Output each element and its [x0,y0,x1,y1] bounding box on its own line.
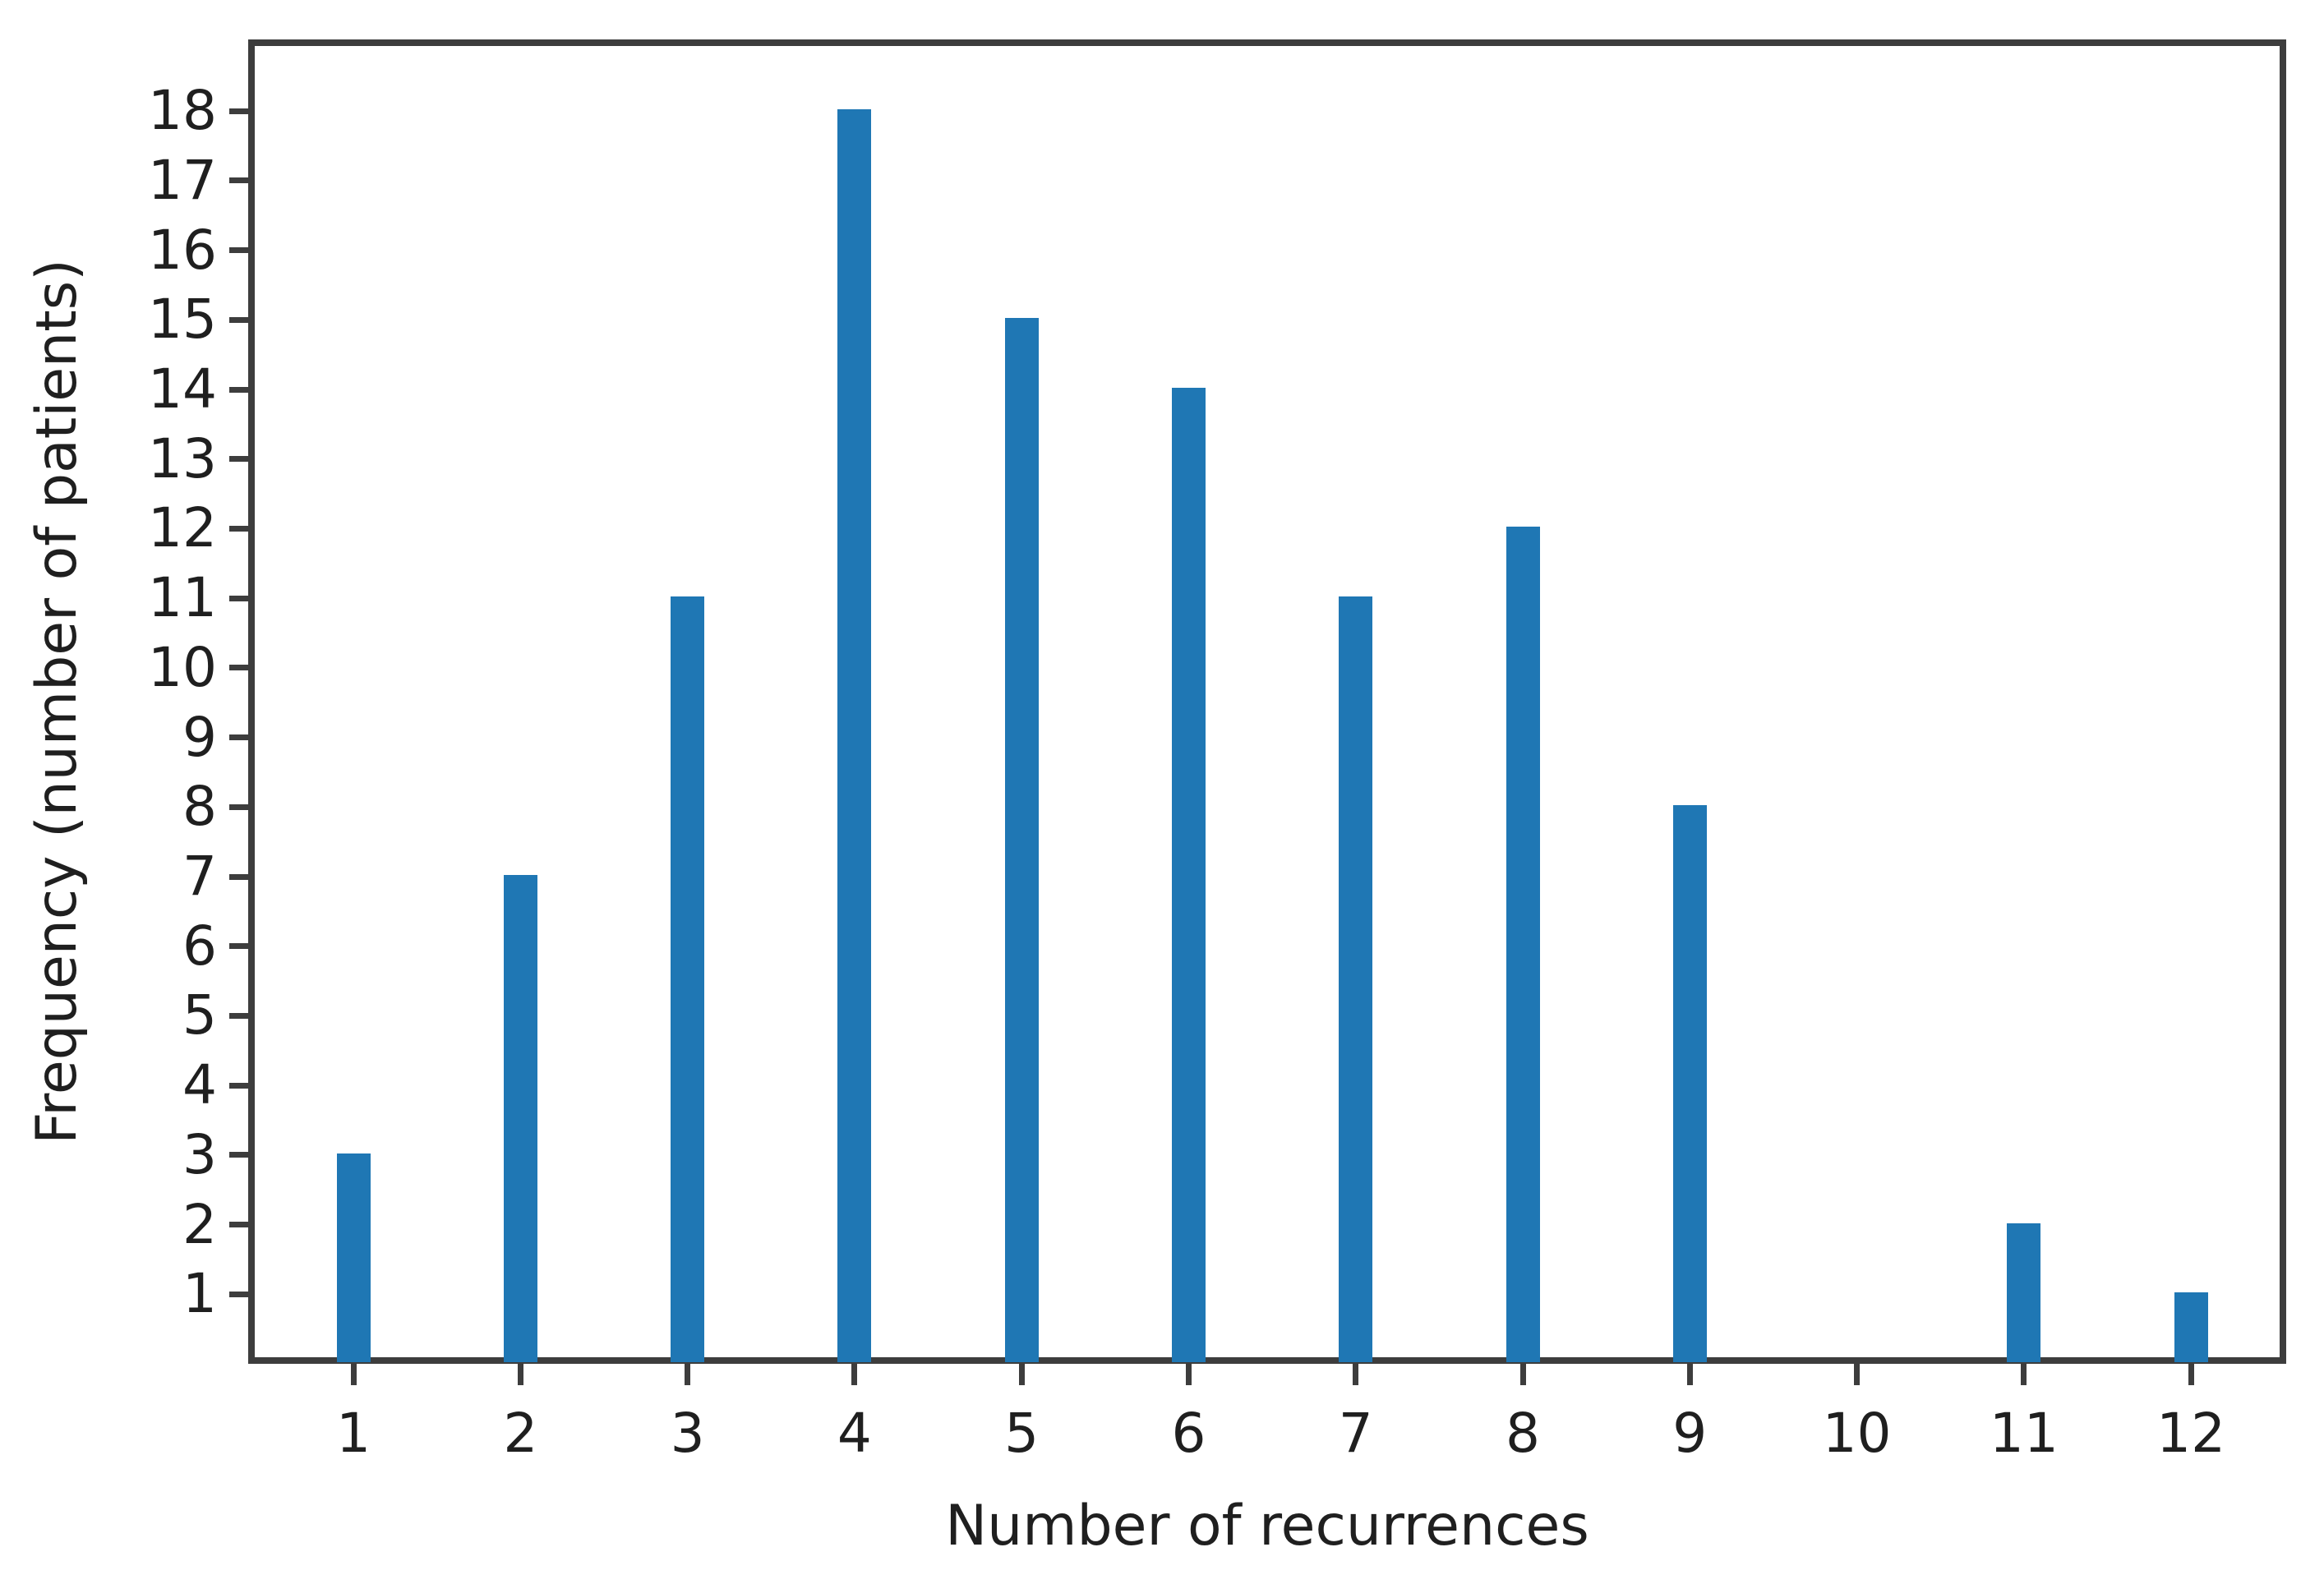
x-tick [517,1364,523,1385]
y-tick-label: 3 [182,1122,217,1186]
y-tick [229,247,248,254]
y-tick-label: 10 [148,635,217,699]
x-axis-label: Number of recurrences [945,1494,1589,1559]
x-tick-label: 7 [1338,1402,1373,1465]
x-tick [2021,1364,2027,1385]
y-tick [229,873,248,880]
y-tick [229,525,248,532]
x-tick [1018,1364,1025,1385]
y-tick-label: 4 [182,1053,217,1117]
y-tick-label: 18 [148,79,217,143]
x-tick-label: 10 [1822,1402,1892,1465]
plot-area [248,39,2286,1364]
y-tick-label: 13 [148,426,217,490]
x-tick-label: 2 [503,1402,538,1465]
y-tick [229,665,248,671]
x-tick [1185,1364,1192,1385]
x-tick-label: 12 [2156,1402,2226,1465]
bar [2007,1223,2041,1362]
x-tick-label: 1 [336,1402,371,1465]
bar [837,109,872,1362]
y-tick-label: 7 [182,845,217,909]
y-axis-label: Frequency (number of patients) [25,259,90,1144]
y-tick [229,1291,248,1297]
y-tick [229,316,248,323]
y-tick-label: 2 [182,1192,217,1256]
bar [1339,596,1373,1362]
y-tick [229,1012,248,1019]
bar [1004,318,1039,1362]
bar [671,596,705,1362]
y-tick [229,108,248,114]
x-tick [2188,1364,2194,1385]
bar [1506,527,1540,1362]
y-tick [229,386,248,393]
y-tick [229,177,248,184]
y-tick [229,1222,248,1228]
y-tick-label: 17 [148,148,217,212]
y-tick [229,1152,248,1158]
x-tick [1686,1364,1693,1385]
x-tick [685,1364,691,1385]
y-tick [229,943,248,950]
x-tick [350,1364,357,1385]
y-tick-label: 1 [182,1262,217,1326]
x-tick-label: 11 [1989,1402,2059,1465]
bar [1672,805,1707,1362]
x-tick-label: 8 [1506,1402,1541,1465]
y-tick-label: 15 [148,288,217,352]
y-tick-label: 12 [148,496,217,560]
bar [503,875,537,1362]
y-tick [229,595,248,601]
bar [336,1153,371,1362]
y-tick-label: 14 [148,357,217,421]
y-tick-label: 11 [148,566,217,630]
x-tick [851,1364,858,1385]
y-tick-label: 6 [182,914,217,978]
y-tick-label: 9 [182,705,217,769]
y-tick-label: 5 [182,983,217,1048]
y-tick [229,734,248,741]
x-tick-label: 3 [670,1402,705,1465]
y-tick [229,804,248,810]
y-tick-label: 8 [182,775,217,839]
y-tick [229,1082,248,1089]
x-tick-label: 5 [1004,1402,1040,1465]
x-tick [1519,1364,1526,1385]
x-tick-label: 6 [1171,1402,1206,1465]
y-tick-label: 16 [148,218,217,282]
bar [1171,388,1206,1362]
x-tick [1854,1364,1861,1385]
x-tick-label: 9 [1672,1402,1708,1465]
x-tick [1353,1364,1359,1385]
y-tick [229,456,248,463]
bar [2174,1292,2208,1362]
x-tick-label: 4 [837,1402,872,1465]
